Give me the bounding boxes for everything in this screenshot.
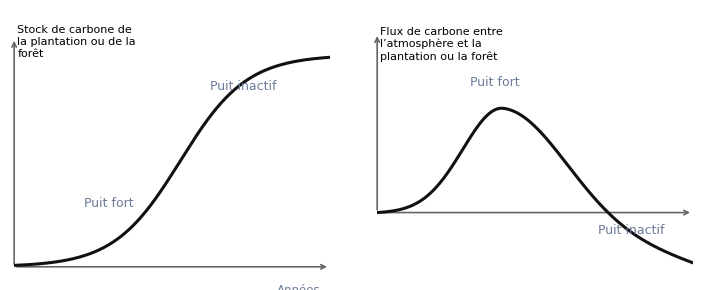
Text: Puit fort: Puit fort <box>83 197 133 210</box>
Text: Flux de carbone entre
l’atmosphère et la
plantation ou la forêt: Flux de carbone entre l’atmosphère et la… <box>380 27 503 61</box>
Text: Stock de carbone de
la plantation ou de la
forêt: Stock de carbone de la plantation ou de … <box>17 25 136 59</box>
Text: Puit inactif: Puit inactif <box>598 224 665 237</box>
Text: Puit inactif: Puit inactif <box>210 80 276 93</box>
Text: Puit fort: Puit fort <box>470 76 520 89</box>
Text: Années: Années <box>276 284 320 290</box>
